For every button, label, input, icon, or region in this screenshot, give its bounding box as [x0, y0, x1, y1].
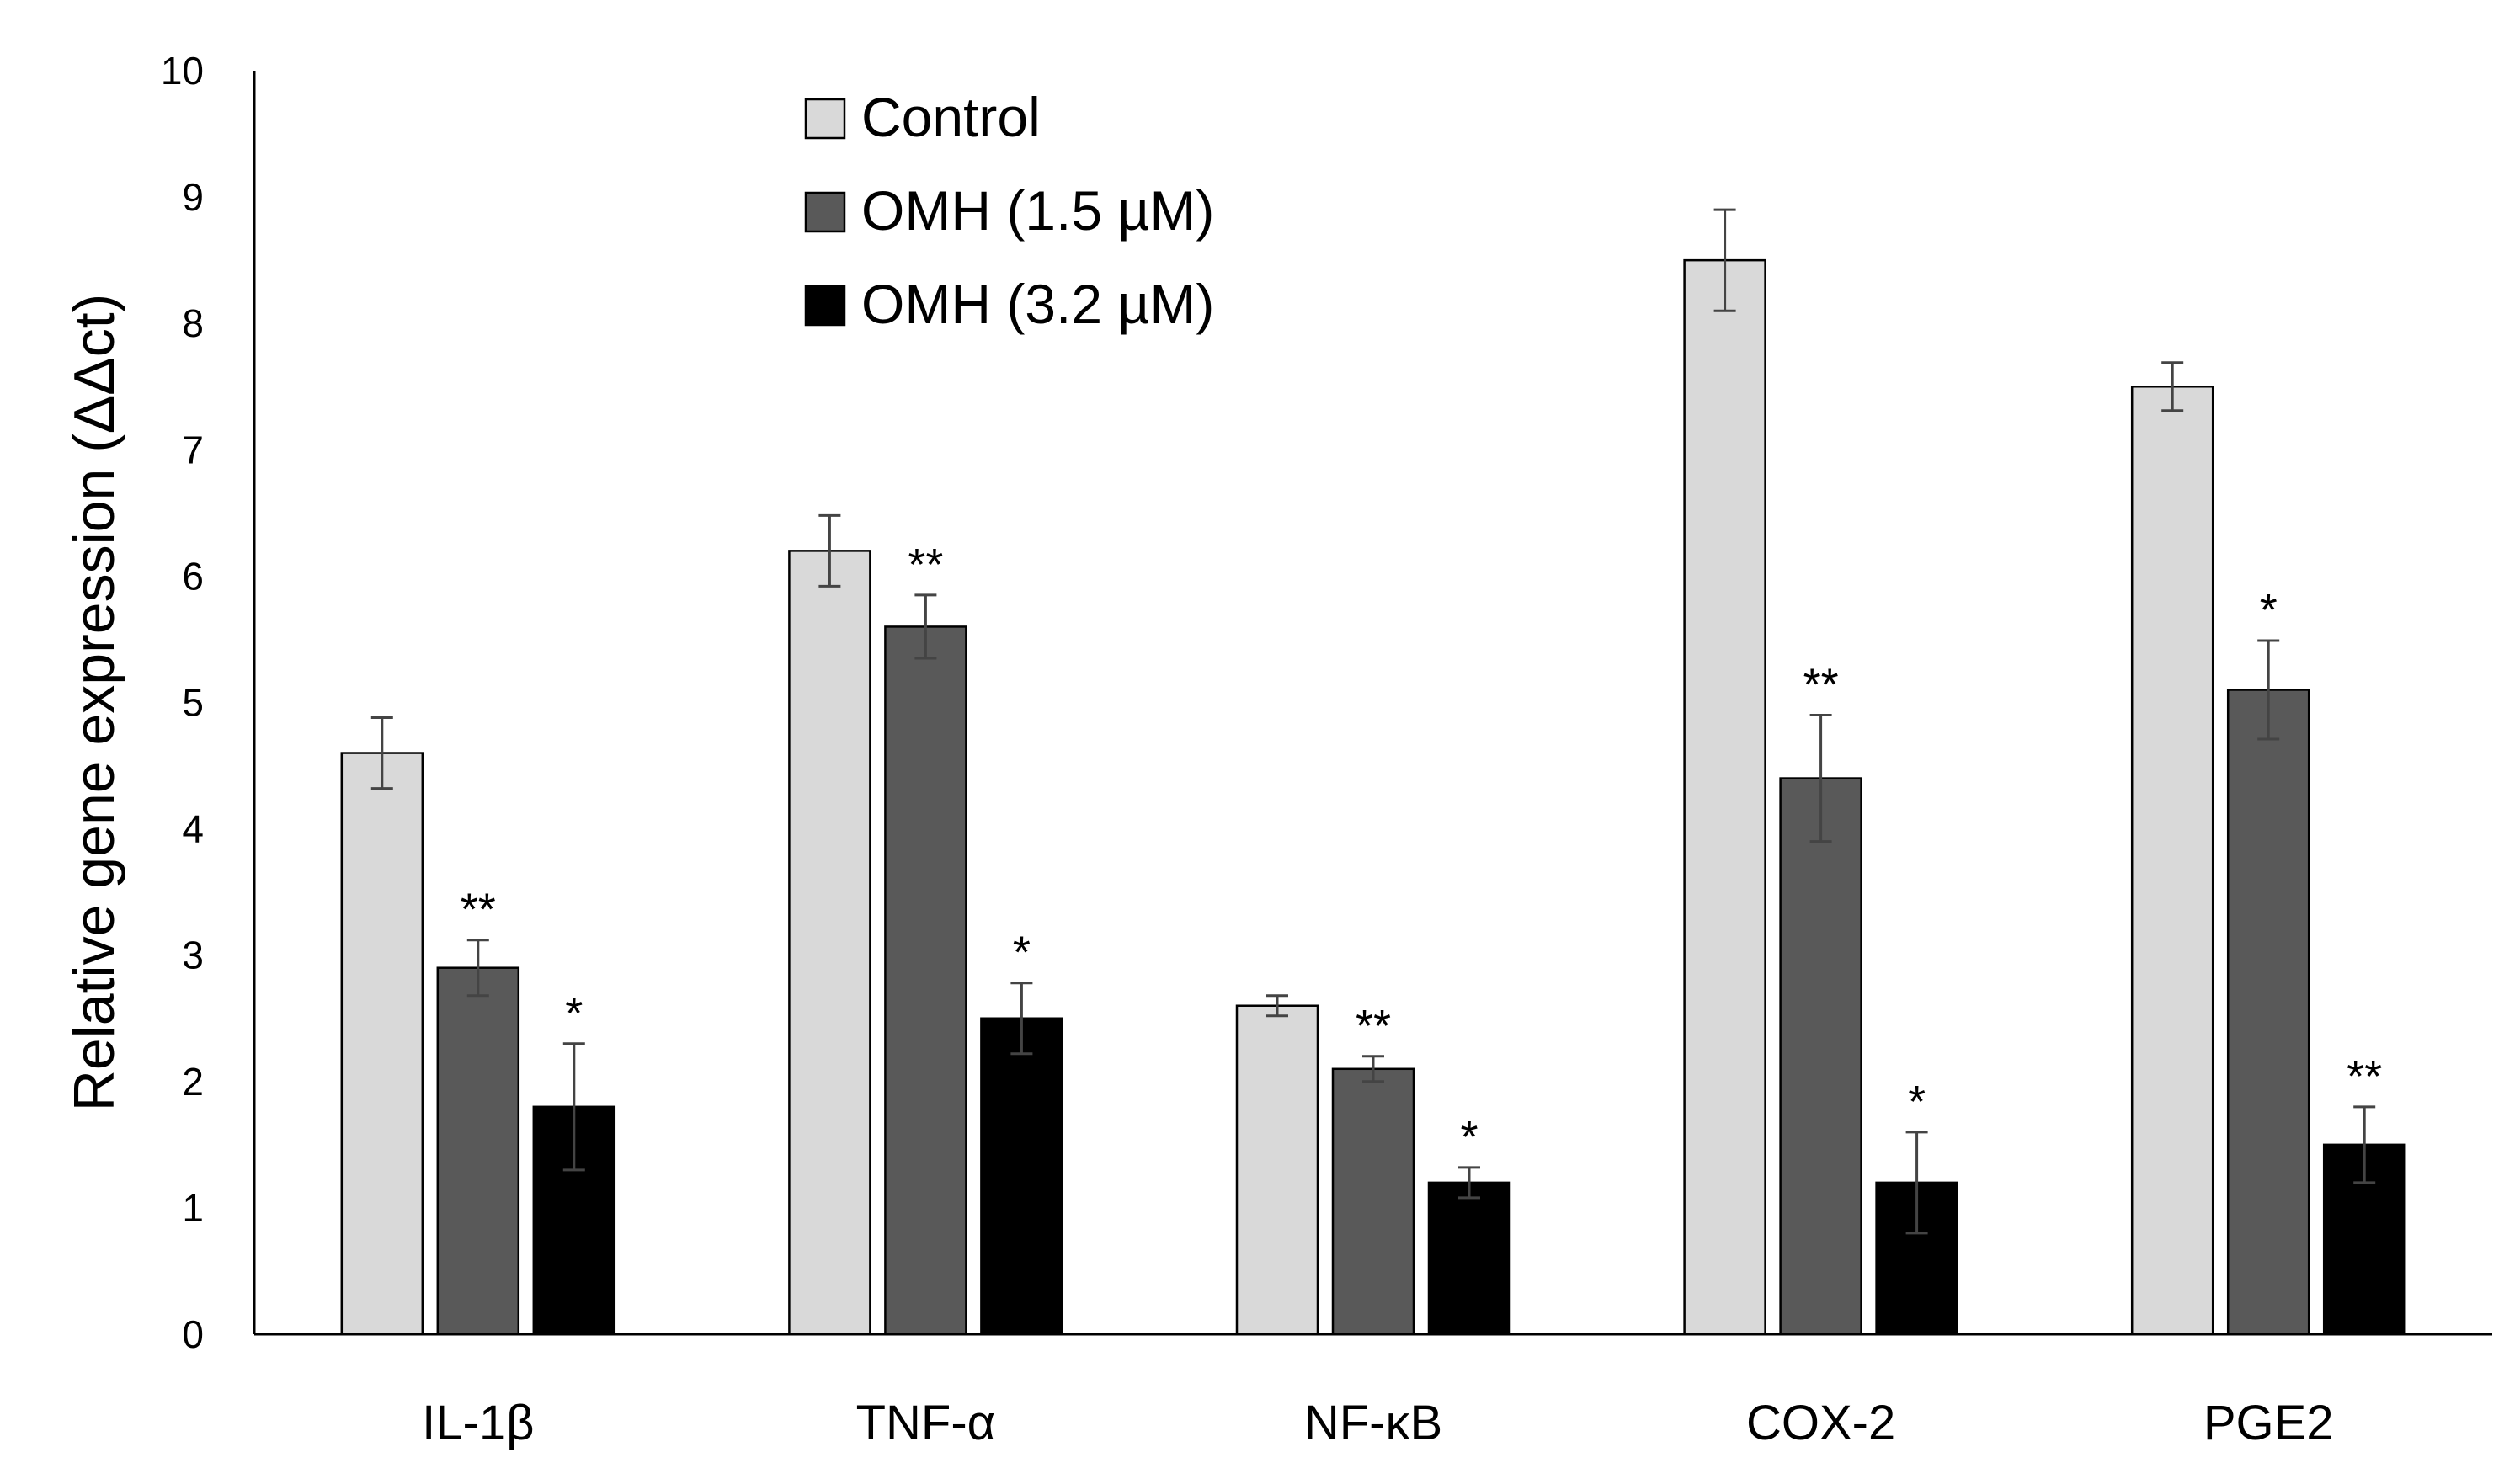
bar: [1427, 1181, 1511, 1336]
bar: [884, 625, 967, 1336]
bar: [1235, 1004, 1319, 1336]
significance-marker: *: [565, 988, 583, 1039]
legend-label: OMH (1.5 µM): [861, 179, 1214, 242]
y-tick-label: 8: [182, 301, 204, 345]
y-tick-label: 3: [182, 934, 204, 977]
significance-marker: **: [461, 885, 496, 935]
significance-marker: *: [1908, 1077, 1926, 1127]
y-tick-label: 4: [182, 807, 204, 851]
x-category-label: PGE2: [2203, 1396, 2334, 1450]
bar: [340, 752, 424, 1336]
y-tick-label: 5: [182, 681, 204, 725]
y-tick-label: 7: [182, 428, 204, 471]
significance-marker: *: [2260, 585, 2278, 636]
bar: [1779, 777, 1862, 1336]
bar: [980, 1017, 1063, 1336]
legend: Control OMH (1.5 µM) OMH (3.2 µM): [804, 86, 1214, 335]
x-category-label: NF-κB: [1304, 1396, 1442, 1450]
y-tick-label: 0: [182, 1312, 204, 1356]
bar: [2130, 386, 2214, 1336]
bar: [436, 966, 520, 1336]
bar: [1683, 258, 1766, 1336]
legend-label: Control: [861, 86, 1041, 148]
significance-marker: *: [1013, 928, 1031, 978]
axes: 0 1 2 3 4 5 6 7 8 9 10 IL-1β TNF-α NF-κB COX-2 PGE2: [161, 49, 2492, 1450]
legend-swatch: [804, 285, 846, 327]
significance-marker: **: [1356, 1001, 1391, 1051]
x-category-label: TNF-α: [856, 1396, 996, 1450]
y-tick-label: 2: [182, 1060, 204, 1104]
y-axis-label: Relative gene expression (ΔΔct): [62, 294, 126, 1112]
legend-label: OMH (3.2 µM): [861, 273, 1214, 335]
legend-swatch: [804, 191, 846, 233]
y-tick-label: 6: [182, 554, 204, 598]
y-tick-label: 1: [182, 1186, 204, 1230]
bar: [2226, 689, 2310, 1336]
significance-marker: **: [1803, 660, 1839, 710]
x-category-label: COX-2: [1746, 1396, 1895, 1450]
bars: ***************: [340, 208, 2406, 1336]
legend-swatch: [804, 98, 846, 140]
bar: [788, 550, 871, 1336]
x-category-label: IL-1β: [422, 1396, 534, 1450]
significance-marker: *: [1460, 1112, 1478, 1162]
y-tick-label: 10: [161, 49, 204, 93]
significance-marker: **: [908, 540, 943, 590]
significance-marker: **: [2347, 1051, 2382, 1102]
bar: [1331, 1067, 1415, 1336]
y-tick-label: 9: [182, 175, 204, 219]
